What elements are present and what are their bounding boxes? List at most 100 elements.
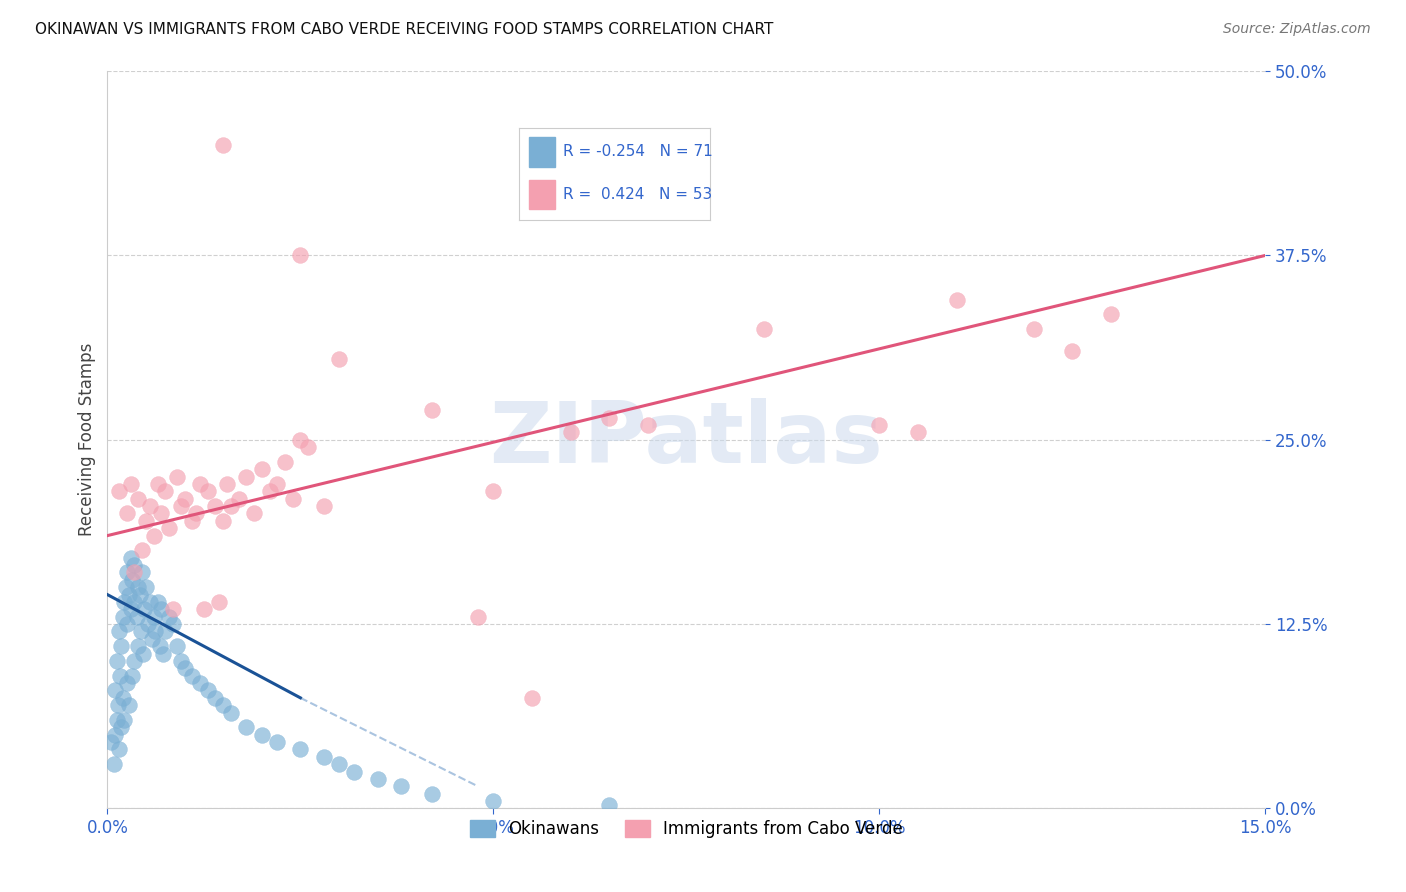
Point bbox=[520, 690, 543, 705]
Point bbox=[142, 609, 165, 624]
Point bbox=[146, 595, 169, 609]
Point bbox=[1062, 344, 1084, 359]
Point bbox=[108, 669, 131, 683]
Point bbox=[132, 647, 155, 661]
Point bbox=[135, 514, 157, 528]
Point bbox=[155, 484, 177, 499]
Point bbox=[235, 720, 257, 734]
Point bbox=[131, 566, 153, 580]
Legend: Okinawans, Immigrants from Cabo Verde: Okinawans, Immigrants from Cabo Verde bbox=[464, 813, 910, 845]
Point bbox=[181, 669, 204, 683]
Text: ZIPatlas: ZIPatlas bbox=[489, 398, 883, 482]
Point bbox=[219, 499, 242, 513]
Point bbox=[212, 698, 235, 713]
Point bbox=[162, 617, 184, 632]
Point bbox=[193, 602, 215, 616]
Point bbox=[197, 683, 219, 698]
Point bbox=[141, 632, 163, 646]
Point bbox=[136, 617, 159, 632]
Point bbox=[186, 507, 208, 521]
Point bbox=[146, 477, 169, 491]
Bar bbox=[529, 136, 555, 167]
Point bbox=[274, 455, 297, 469]
Point bbox=[173, 491, 195, 506]
Point bbox=[112, 595, 135, 609]
Point bbox=[115, 507, 138, 521]
Point bbox=[482, 794, 505, 808]
Point bbox=[142, 528, 165, 542]
Point bbox=[312, 749, 335, 764]
Point bbox=[105, 654, 128, 668]
Point bbox=[124, 595, 146, 609]
Point bbox=[131, 624, 153, 639]
Point bbox=[259, 484, 281, 499]
Point bbox=[467, 609, 489, 624]
Point bbox=[124, 566, 146, 580]
Point bbox=[157, 521, 180, 535]
Point bbox=[152, 647, 174, 661]
Point bbox=[1022, 322, 1045, 336]
Point bbox=[122, 558, 145, 573]
Point bbox=[482, 484, 505, 499]
Point bbox=[181, 514, 204, 528]
Point bbox=[170, 499, 193, 513]
Point bbox=[120, 477, 142, 491]
Point bbox=[121, 669, 143, 683]
Point bbox=[155, 624, 177, 639]
Point bbox=[104, 683, 127, 698]
Point bbox=[127, 580, 149, 594]
Point bbox=[166, 469, 188, 483]
Point bbox=[170, 654, 193, 668]
Point bbox=[110, 639, 132, 653]
Point bbox=[367, 772, 389, 786]
Point bbox=[945, 293, 967, 307]
Point bbox=[112, 713, 135, 727]
Point bbox=[118, 588, 141, 602]
Point bbox=[108, 624, 131, 639]
Point bbox=[162, 602, 184, 616]
Point bbox=[135, 580, 157, 594]
Point bbox=[111, 609, 134, 624]
Point bbox=[131, 543, 153, 558]
Text: Source: ZipAtlas.com: Source: ZipAtlas.com bbox=[1223, 22, 1371, 37]
Point bbox=[125, 609, 148, 624]
Point bbox=[104, 728, 127, 742]
Point bbox=[312, 499, 335, 513]
Point bbox=[128, 588, 150, 602]
Point bbox=[188, 477, 211, 491]
Point bbox=[243, 507, 266, 521]
Point bbox=[107, 698, 129, 713]
Point bbox=[266, 735, 288, 749]
Point bbox=[208, 595, 231, 609]
Point bbox=[105, 713, 128, 727]
Point bbox=[103, 757, 125, 772]
Point bbox=[117, 566, 139, 580]
Point bbox=[188, 676, 211, 690]
Point bbox=[150, 507, 173, 521]
Point bbox=[598, 410, 620, 425]
Point bbox=[121, 573, 143, 587]
Point bbox=[143, 624, 166, 639]
Point bbox=[124, 654, 146, 668]
Point bbox=[120, 550, 142, 565]
Point bbox=[389, 780, 412, 794]
Point bbox=[108, 742, 131, 756]
Point bbox=[120, 602, 142, 616]
Text: R =  0.424   N = 53: R = 0.424 N = 53 bbox=[562, 187, 711, 202]
Point bbox=[598, 798, 620, 813]
Point bbox=[250, 462, 273, 476]
Point bbox=[420, 787, 443, 801]
Point bbox=[212, 514, 235, 528]
Point bbox=[228, 491, 250, 506]
Point bbox=[343, 764, 366, 779]
Point bbox=[250, 728, 273, 742]
Point bbox=[560, 425, 582, 440]
Point bbox=[115, 580, 138, 594]
Point bbox=[100, 735, 122, 749]
Point bbox=[118, 698, 141, 713]
Point bbox=[197, 484, 219, 499]
Point bbox=[111, 690, 134, 705]
Point bbox=[115, 676, 138, 690]
Point bbox=[139, 499, 162, 513]
Point bbox=[290, 248, 312, 262]
